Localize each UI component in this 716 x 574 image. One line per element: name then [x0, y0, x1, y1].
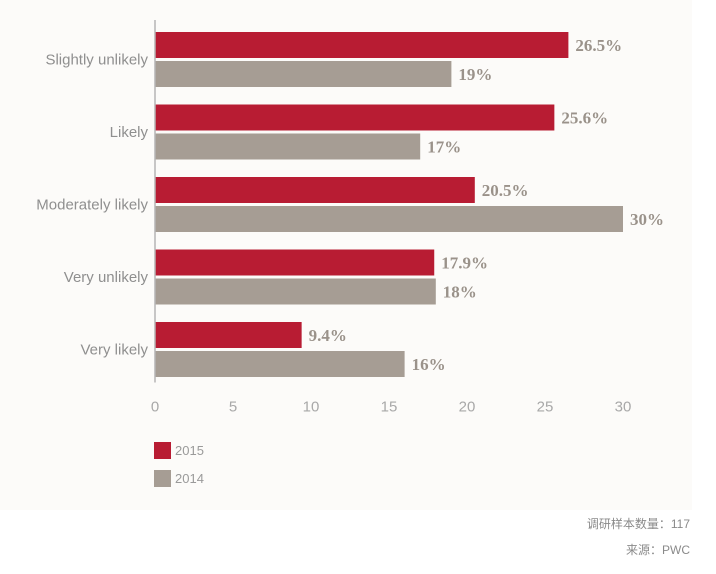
data-label-2014-slightly-unlikely: 19%	[458, 65, 492, 84]
legend-item-2015: 2015	[154, 440, 204, 460]
category-label-likely: Likely	[110, 124, 149, 141]
category-label-very-unlikely: Very unlikely	[64, 269, 149, 286]
data-label-2014-moderately-likely: 30%	[630, 210, 664, 229]
x-tick-label-5: 5	[229, 399, 237, 416]
source-note: 来源：PWC	[626, 543, 690, 557]
bar-2015-slightly-unlikely	[155, 32, 569, 58]
x-tick-label-20: 20	[459, 399, 476, 416]
legend-swatch-2014	[154, 469, 171, 487]
category-label-slightly-unlikely: Slightly unlikely	[45, 52, 148, 69]
data-label-2014-likely: 17%	[427, 138, 461, 157]
bar-2015-likely	[155, 104, 555, 131]
bar-2014-moderately-likely	[155, 206, 623, 232]
data-label-2015-very-likely: 9.4%	[309, 326, 347, 345]
bar-2014-likely	[155, 133, 421, 160]
data-label-2015-slightly-unlikely: 26.5%	[575, 36, 622, 55]
bar-2015-very-likely	[155, 322, 302, 348]
bar-2014-very-unlikely	[155, 278, 436, 305]
x-tick-label-0: 0	[151, 399, 159, 416]
category-label-moderately-likely: Moderately likely	[36, 197, 148, 214]
x-tick-label-10: 10	[303, 399, 320, 416]
bar-2014-slightly-unlikely	[155, 61, 452, 87]
x-tick-label-25: 25	[537, 399, 554, 416]
sample-size-note: 调研样本数量：117	[586, 517, 690, 531]
legend-label-2014: 2014	[175, 470, 204, 486]
x-tick-label-15: 15	[381, 399, 398, 416]
bar-2015-moderately-likely	[155, 177, 475, 203]
data-label-2015-likely: 25.6%	[561, 109, 608, 128]
category-label-very-likely: Very likely	[80, 342, 148, 359]
x-tick-label-30: 30	[615, 399, 632, 416]
bar-2014-very-likely	[155, 351, 405, 377]
legend: 2015 2014	[154, 440, 204, 496]
data-label-2014-very-likely: 16%	[412, 355, 446, 374]
legend-item-2014: 2014	[154, 468, 204, 488]
legend-label-2015: 2015	[175, 442, 204, 458]
bar-2015-very-unlikely	[155, 249, 435, 276]
legend-swatch-2015	[154, 441, 171, 459]
data-label-2015-very-unlikely: 17.9%	[441, 254, 488, 273]
data-label-2015-moderately-likely: 20.5%	[482, 181, 529, 200]
data-label-2014-very-unlikely: 18%	[443, 283, 477, 302]
